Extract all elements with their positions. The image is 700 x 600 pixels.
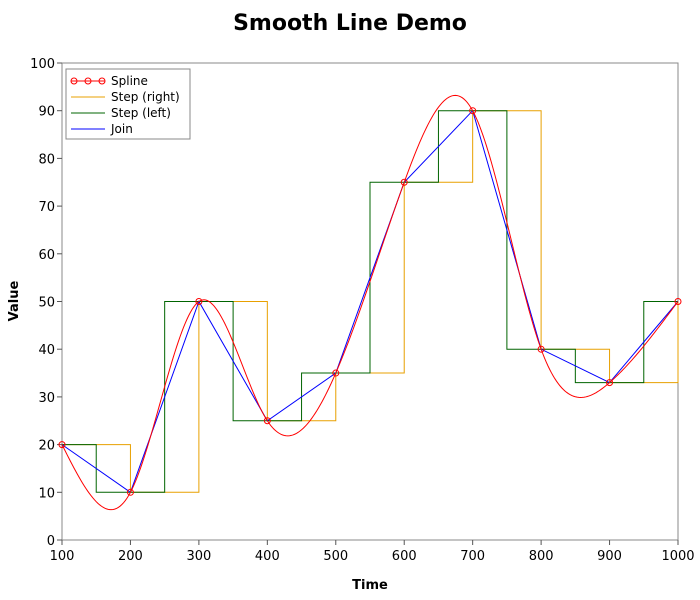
- spline-point-marker: [537, 345, 545, 353]
- y-tick-label: 60: [38, 248, 55, 263]
- legend-marker: [70, 77, 78, 85]
- x-axis-label: Time: [352, 578, 388, 593]
- spline-point-marker: [400, 178, 408, 186]
- spline-point-marker: [58, 441, 66, 449]
- x-tick-label: 400: [255, 549, 280, 564]
- spline-point-marker: [195, 298, 203, 305]
- y-tick-label: 80: [38, 152, 55, 167]
- x-tick-label: 700: [460, 549, 485, 564]
- legend-label-join: Join: [110, 122, 133, 136]
- x-tick-label: 300: [186, 549, 211, 564]
- legend-label-step-left: Step (left): [111, 106, 171, 120]
- x-tick-label: 900: [597, 549, 622, 564]
- x-tick-label: 600: [392, 549, 417, 564]
- plot-area: 0 10 20 30 40 50 60 70 80 90 100 100 200 300 400 500 600…: [30, 57, 694, 564]
- x-tick-label: 200: [118, 549, 143, 564]
- y-tick-label: 40: [38, 343, 55, 358]
- legend-marker: [98, 77, 106, 85]
- chart-title: Smooth Line Demo: [233, 11, 467, 36]
- y-tick-label: 90: [38, 105, 55, 120]
- series-line-spline: [61, 94, 679, 511]
- spline-point-marker: [126, 488, 134, 496]
- legend-marker: [84, 77, 92, 85]
- y-tick-label: 70: [38, 200, 55, 215]
- spline-point-marker: [263, 417, 271, 425]
- y-tick-label: 100: [30, 57, 55, 72]
- legend-label-spline: Spline: [111, 74, 148, 88]
- y-tick-label: 20: [38, 439, 55, 454]
- legend: Spline Step (right) Step (left) Join: [65, 68, 191, 140]
- y-tick-label: 30: [38, 391, 55, 406]
- spline-point-marker: [606, 379, 614, 387]
- series-line-join: [61, 109, 679, 494]
- y-axis-label: Value: [7, 280, 22, 321]
- spline-point-marker: [469, 107, 477, 115]
- spline-point-marker: [674, 298, 682, 305]
- x-tick-label: 100: [50, 549, 75, 564]
- series-line-step-left: [62, 110, 678, 493]
- y-tick-label: 0: [47, 534, 55, 549]
- x-tick-label: 800: [529, 549, 554, 564]
- x-tick-label: 1000: [661, 549, 694, 564]
- spline-point-marker: [332, 369, 340, 377]
- series-line-step-right: [62, 110, 679, 493]
- y-tick-label: 10: [38, 486, 55, 501]
- legend-label-step-right: Step (right): [111, 90, 180, 104]
- y-tick-label: 50: [38, 296, 55, 311]
- x-tick-label: 500: [323, 549, 348, 564]
